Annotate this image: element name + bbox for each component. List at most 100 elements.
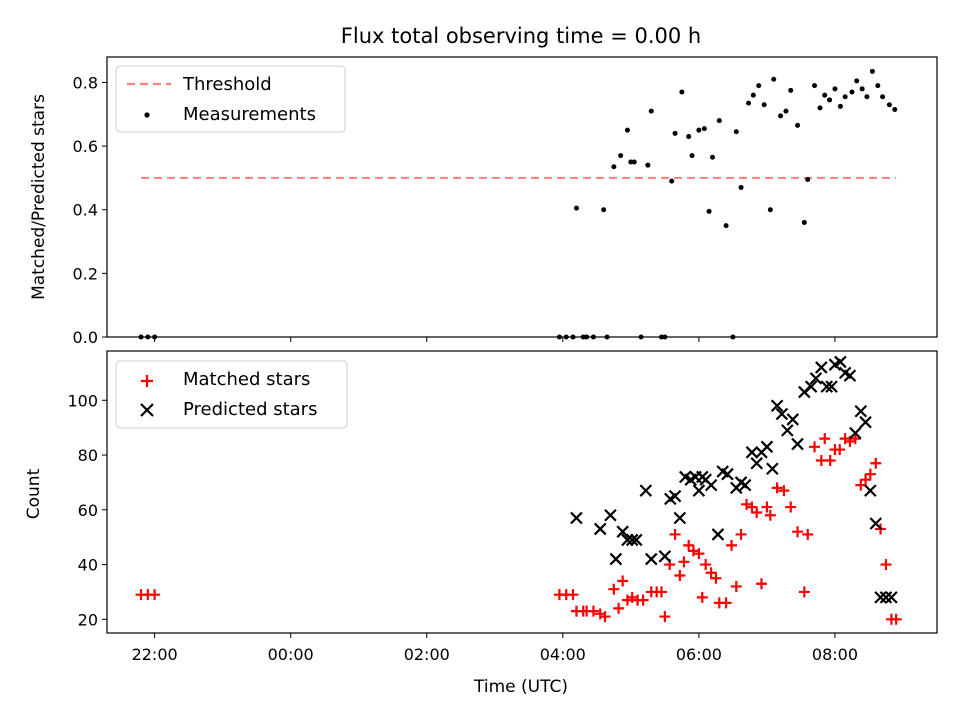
matched-star-marker	[771, 482, 783, 494]
matched-star-marker	[761, 501, 773, 513]
bottom-x-tick-label: 06:00	[676, 645, 722, 664]
predicted-star-marker	[639, 484, 653, 497]
matched-star-marker	[678, 556, 690, 568]
bottom-panel: 20 40 60 80 100 22:00 00:00 02:00 04:00 06:00 08:…	[24, 350, 938, 697]
measurement-point	[783, 108, 789, 114]
predicted-star-marker	[593, 522, 607, 536]
predicted-star-marker	[604, 508, 617, 522]
predicted-star-marker	[791, 437, 804, 451]
chart-title: Flux total observing time = 0.00 h	[341, 24, 701, 48]
measurement-point	[648, 108, 654, 114]
measurement-point	[812, 83, 818, 89]
bottom-x-tick-label: 02:00	[404, 645, 450, 664]
matched-star-marker	[735, 528, 747, 540]
matched-star-marker	[730, 580, 742, 592]
measurement-point	[631, 159, 637, 165]
bottom-y-tick-label: 40	[78, 556, 98, 575]
top-y-tick-label: 0.8	[73, 73, 98, 92]
top-y-tick-label: 0.4	[73, 201, 98, 220]
measurement-point	[624, 127, 630, 133]
matched-star-marker	[599, 611, 611, 623]
threshold-legend-label: Threshold	[182, 74, 272, 95]
measurement-point	[733, 129, 739, 135]
predicted-star-marker	[885, 591, 898, 604]
matched-star-marker	[764, 509, 776, 521]
matched-star-marker	[798, 586, 810, 598]
top-x-ticks	[154, 337, 836, 342]
bottom-axes-frame	[106, 350, 938, 634]
predicted-star-marker	[630, 533, 643, 547]
predicted-star-marker	[644, 552, 658, 566]
predicted-star-marker	[692, 484, 706, 497]
predicted-star-marker	[766, 462, 779, 476]
predicted-star-marker	[745, 446, 759, 459]
matched-star-marker	[849, 433, 861, 445]
bottom-y-tick-label: 20	[78, 610, 98, 629]
measurement-point	[723, 223, 729, 229]
measurement-point	[611, 164, 617, 170]
top-axes-frame	[106, 56, 938, 338]
matched-star-marker	[659, 611, 671, 623]
predicted-star-marker	[760, 440, 774, 454]
matched-star-marker	[741, 498, 753, 510]
matched-star-marker	[587, 605, 599, 617]
measurement-point	[706, 208, 712, 214]
predicted-star-marker	[786, 413, 800, 426]
predicted-star-marker	[804, 380, 818, 393]
matched-star-marker	[655, 586, 667, 598]
measurement-point	[761, 102, 767, 108]
measurement-point	[601, 207, 607, 213]
measurement-point	[645, 162, 651, 168]
bottom-x-tick-label: 04:00	[540, 645, 586, 664]
matched-star-marker	[751, 507, 763, 519]
bottom-x-tick-label: 00:00	[268, 645, 314, 664]
predicted-star-marker	[770, 399, 784, 413]
measurement-point	[832, 86, 838, 92]
measurement-point	[701, 126, 707, 132]
predicted-star-marker	[609, 552, 623, 566]
predicted-star-marker	[849, 426, 862, 440]
predicted-star-marker	[721, 467, 734, 481]
bottom-legend-box	[115, 360, 348, 429]
top-y-axis-label: Matched/Predicted stars	[29, 94, 49, 300]
predicted-star-marker	[775, 407, 789, 421]
measurement-point	[864, 94, 870, 100]
matched-star-marker	[755, 578, 767, 590]
matched-star-marker	[149, 589, 161, 601]
measurement-point	[686, 134, 692, 140]
predicted-star-marker	[815, 361, 828, 374]
measurements-legend-swatch	[144, 112, 150, 118]
predicted-star-marker	[658, 550, 672, 563]
predicted-star-marker	[750, 456, 763, 470]
predicted-star-marker	[738, 478, 752, 492]
predicted-star-marker	[825, 380, 838, 393]
matched-star-marker	[819, 433, 831, 445]
measurement-point	[750, 92, 756, 98]
matched-star-marker	[890, 613, 902, 625]
matched-star-marker	[608, 583, 620, 595]
matched-star-marker	[674, 570, 686, 582]
bottom-y-axis-label: Count	[24, 468, 44, 519]
bottom-x-tick-label: 08:00	[812, 645, 858, 664]
predicted-star-marker	[859, 415, 872, 429]
predicted-star-marker	[625, 533, 639, 547]
bottom-y-tick-label: 60	[78, 501, 98, 520]
measurement-point	[746, 100, 752, 106]
measurement-point	[875, 83, 881, 89]
measurement-point	[869, 68, 875, 74]
top-y-tick-label: 0.0	[73, 328, 98, 347]
matched-star-marker	[567, 589, 579, 601]
top-legend: Threshold Measurements	[115, 65, 346, 133]
measurement-point	[892, 107, 898, 112]
matched-star-marker	[792, 526, 804, 538]
measurement-point	[822, 92, 828, 98]
matched-star-marker	[613, 602, 625, 614]
measurement-point	[827, 97, 833, 103]
measurement-point	[805, 177, 811, 182]
measurement-point	[886, 102, 892, 108]
measurement-point	[738, 184, 744, 190]
matched-star-marker	[700, 559, 712, 571]
matched-star-marker	[802, 528, 814, 540]
predicted-star-marker	[820, 380, 834, 393]
